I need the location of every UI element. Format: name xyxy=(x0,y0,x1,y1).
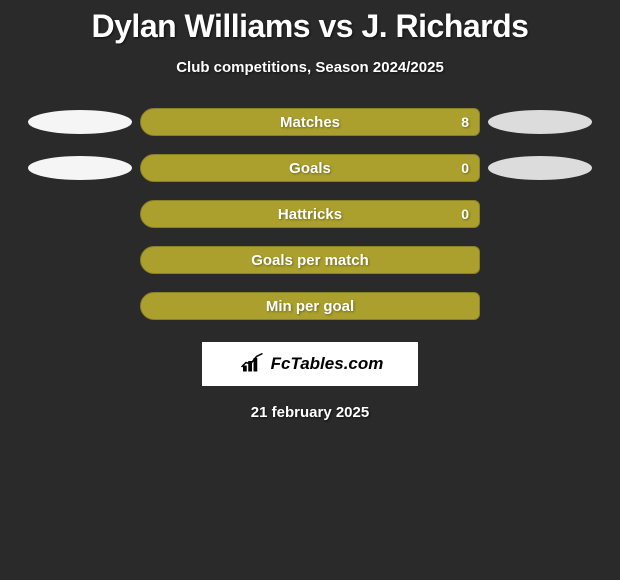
stat-row: Min per goal xyxy=(0,292,620,320)
right-player-ellipse xyxy=(488,156,592,180)
date-label: 21 february 2025 xyxy=(0,404,620,421)
stat-label: Goals per match xyxy=(251,252,369,269)
left-ellipse-slot xyxy=(20,110,140,134)
stat-value: 8 xyxy=(461,114,469,130)
right-ellipse-slot xyxy=(480,156,600,180)
right-player-ellipse xyxy=(488,110,592,134)
stat-row: Hattricks 0 xyxy=(0,200,620,228)
page-subtitle: Club competitions, Season 2024/2025 xyxy=(0,59,620,76)
stat-bar: Goals per match xyxy=(140,246,480,274)
stat-label: Hattricks xyxy=(278,206,342,223)
stat-label: Matches xyxy=(280,114,340,131)
stat-value: 0 xyxy=(461,160,469,176)
stat-bar: Hattricks 0 xyxy=(140,200,480,228)
right-ellipse-slot xyxy=(480,110,600,134)
stat-value: 0 xyxy=(461,206,469,222)
stat-row: Goals per match xyxy=(0,246,620,274)
left-ellipse-slot xyxy=(20,156,140,180)
left-player-ellipse xyxy=(28,110,132,134)
stat-row: Goals 0 xyxy=(0,154,620,182)
comparison-container: Dylan Williams vs J. Richards Club compe… xyxy=(0,0,620,421)
stat-row: Matches 8 xyxy=(0,108,620,136)
stat-label: Min per goal xyxy=(266,298,354,315)
left-player-ellipse xyxy=(28,156,132,180)
page-title: Dylan Williams vs J. Richards xyxy=(0,8,620,45)
logo-box: FcTables.com xyxy=(202,342,418,386)
stat-rows: Matches 8 Goals 0 Hattricks 0 Goals per match M… xyxy=(0,108,620,320)
chart-icon xyxy=(237,353,267,375)
stat-bar: Min per goal xyxy=(140,292,480,320)
stat-label: Goals xyxy=(289,160,331,177)
logo-text: FcTables.com xyxy=(271,354,384,374)
stat-bar: Matches 8 xyxy=(140,108,480,136)
stat-bar: Goals 0 xyxy=(140,154,480,182)
